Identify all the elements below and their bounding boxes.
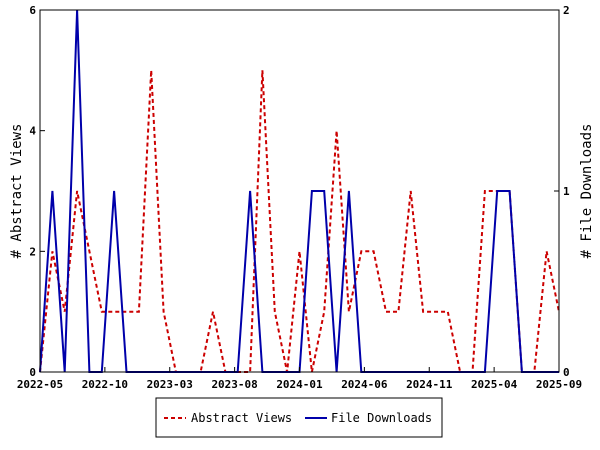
- x-tick-label: 2022-10: [82, 378, 128, 391]
- x-tick-label: 2022-05: [17, 378, 63, 391]
- x-tick-label: 2025-09: [536, 378, 582, 391]
- plot-frame: [39, 9, 560, 373]
- legend: Abstract Views File Downloads: [155, 397, 443, 438]
- y-left-tick-label: 0: [29, 366, 36, 379]
- y-right-tick-label: 2: [563, 4, 570, 17]
- series-layer: [39, 9, 560, 373]
- y-left-tick-label: 2: [29, 245, 36, 258]
- y-right-tick-label: 0: [563, 366, 570, 379]
- x-tick-label: 2024-01: [276, 378, 323, 391]
- x-tick-label: 2023-08: [211, 378, 257, 391]
- legend-box: [155, 397, 443, 438]
- axes: 2022-05 2022-10 2023-03 2023-08 2024-01 2024-…: [17, 4, 582, 391]
- x-tick-label: 2025-04: [471, 378, 518, 391]
- y-left-tick-label: 4: [29, 125, 36, 138]
- x-tick-label: 2023-03: [147, 378, 193, 391]
- series-line-file-downloads: [39, 9, 559, 373]
- x-tick-label: 2024-11: [406, 378, 453, 391]
- legend-label-abstract-views: Abstract Views: [191, 411, 292, 425]
- y-left-tick-label: 6: [29, 4, 36, 17]
- y-axis-left-title: # Abstract Views: [9, 124, 25, 259]
- y-right-tick-label: 1: [563, 185, 570, 198]
- x-tick-label: 2024-06: [341, 378, 388, 391]
- y-axis-right-title: # File Downloads: [579, 124, 595, 259]
- legend-label-file-downloads: File Downloads: [331, 411, 432, 425]
- series-line-abstract-views: [39, 70, 560, 373]
